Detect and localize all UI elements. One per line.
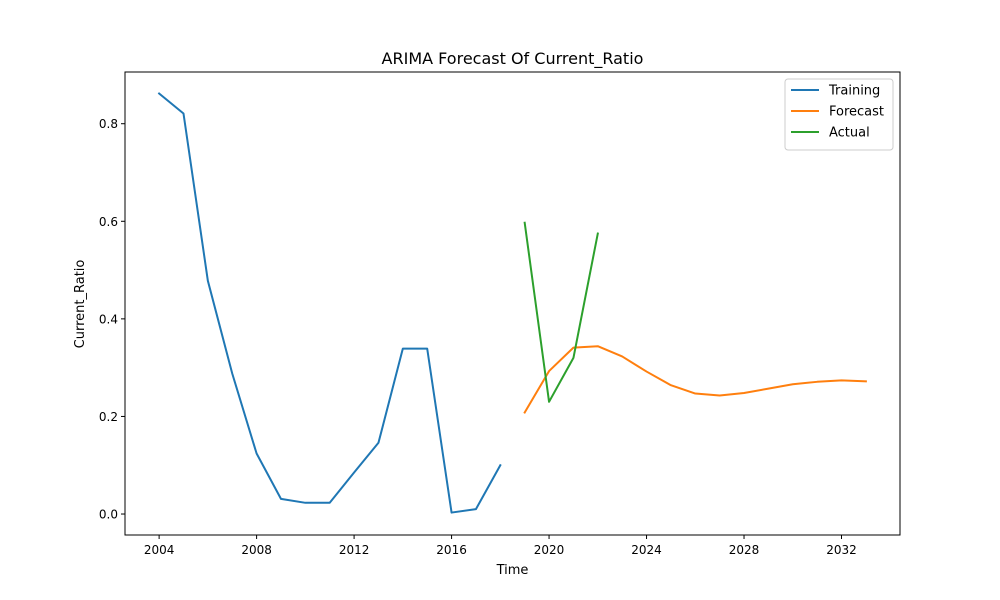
y-tick-label: 0.6 <box>99 215 118 229</box>
x-tick-label: 2028 <box>729 543 760 557</box>
legend-label-forecast: Forecast <box>829 105 884 120</box>
y-tick-label: 0.4 <box>99 312 118 326</box>
plot-area <box>157 92 867 514</box>
y-axis-label: Current_Ratio <box>73 260 88 349</box>
series-line-actual <box>523 221 599 403</box>
axes: 2004 2008 2012 2016 2020 2024 2028 2032 0.0 0.2 0.… <box>99 71 901 557</box>
y-tick-label: 0.0 <box>99 508 118 522</box>
legend-label-training: Training <box>828 84 880 99</box>
legend: Training Forecast Actual <box>784 78 894 151</box>
legend-label-actual: Actual <box>829 126 870 141</box>
chart-title: ARIMA Forecast Of Current_Ratio <box>382 49 644 69</box>
x-tick-label: 2016 <box>436 543 467 557</box>
series-line-training <box>157 92 502 514</box>
x-tick-label: 2004 <box>144 543 175 557</box>
y-tick-label: 0.2 <box>99 410 118 424</box>
series-line-forecast <box>523 345 867 414</box>
axes-frame <box>124 71 901 536</box>
x-tick-label: 2012 <box>339 543 370 557</box>
x-tick-label: 2008 <box>241 543 272 557</box>
x-tick-label: 2024 <box>631 543 662 557</box>
x-tick-label: 2032 <box>826 543 857 557</box>
y-tick-label: 0.8 <box>99 117 118 131</box>
x-axis-label: Time <box>496 563 529 578</box>
x-tick-label: 2020 <box>534 543 565 557</box>
